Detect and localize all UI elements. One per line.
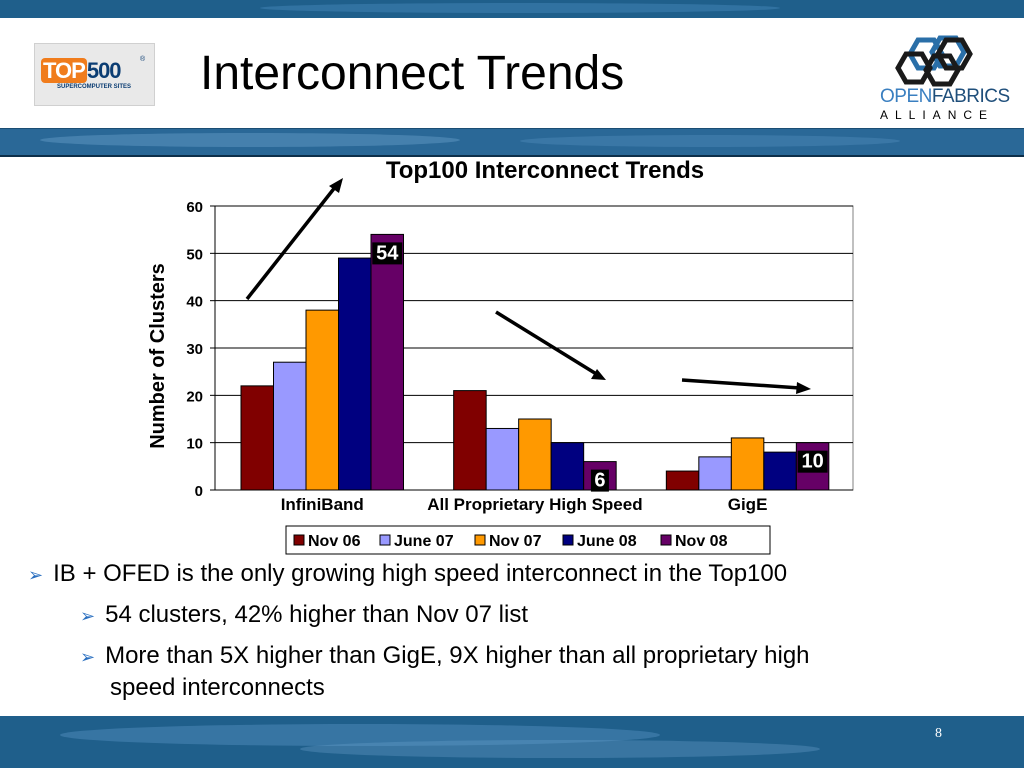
bullet-arrow-icon: ➢ xyxy=(28,565,44,585)
trend-arrowhead-up xyxy=(329,178,343,193)
data-label: 6 xyxy=(594,470,605,492)
chart-title: Top100 Interconnect Trends xyxy=(386,157,704,184)
y-tick-label: 0 xyxy=(195,483,203,500)
openfabrics-hexagons-logo xyxy=(895,35,973,87)
bar xyxy=(665,470,700,491)
footer-band xyxy=(0,716,1024,768)
x-tick-label: GigE xyxy=(728,495,768,514)
legend-entry: June 07 xyxy=(394,533,454,550)
ofa-wordmark-fabrics: FABRICS xyxy=(931,86,1010,107)
y-tick-label: 60 xyxy=(186,199,203,216)
data-label-box xyxy=(797,450,828,473)
data-label-box xyxy=(372,242,403,265)
bar xyxy=(518,418,552,491)
header-band xyxy=(0,128,1024,157)
bullet-3-continued: speed interconnects xyxy=(110,674,325,702)
legend-entry: Nov 08 xyxy=(675,533,728,550)
bullet-3-text: More than 5X higher than GigE, 9X higher… xyxy=(105,642,810,669)
bar xyxy=(730,437,765,491)
y-tick-label: 10 xyxy=(186,436,203,453)
y-tick-label: 20 xyxy=(186,388,203,405)
legend-box xyxy=(285,525,771,555)
bullet-arrow-icon: ➢ xyxy=(80,606,96,626)
bar xyxy=(485,427,520,491)
bar xyxy=(273,361,307,491)
bar xyxy=(240,385,274,491)
bar xyxy=(550,442,585,491)
top500-logo-b: 500 xyxy=(86,58,122,83)
trend-arrow-up xyxy=(245,184,338,301)
bar xyxy=(698,456,732,491)
top500-logo-sub: SUPERCOMPUTER SITES xyxy=(57,84,132,90)
legend-swatch xyxy=(562,534,574,546)
top500-logo: TOP500 ® SUPERCOMPUTER SITES xyxy=(34,43,155,106)
legend-swatch xyxy=(660,534,672,546)
bar xyxy=(453,390,487,491)
bullet-arrow-icon: ➢ xyxy=(80,647,96,667)
bullet-1-text: IB + OFED is the only growing high speed… xyxy=(53,560,788,587)
legend-entry: June 08 xyxy=(577,533,637,550)
top500-logo-a: TOP xyxy=(41,58,87,83)
bullet-3-text-continued: speed interconnects xyxy=(110,674,325,701)
chart-legend: Nov 06 June 07 Nov 07 June 08 Nov 08 xyxy=(285,525,771,555)
trend-arrows xyxy=(245,178,811,394)
bullet-2: ➢ 54 clusters, 42% higher than Nov 07 lis… xyxy=(80,601,528,629)
data-label: 10 xyxy=(801,451,823,473)
ofa-wordmark-open: OPEN xyxy=(880,86,932,107)
y-tick-label: 40 xyxy=(186,294,203,311)
page-number: 8 xyxy=(935,726,942,741)
x-tick-label: InfiniBand xyxy=(281,495,364,514)
bar xyxy=(370,233,404,491)
top-banner xyxy=(0,0,1024,18)
legend-entry: Nov 07 xyxy=(489,533,542,550)
legend-swatch xyxy=(474,534,486,546)
bar xyxy=(338,257,372,491)
legend-swatch xyxy=(293,534,305,546)
x-tick-label: All Proprietary High Speed xyxy=(427,495,642,514)
bullet-2-text: 54 clusters, 42% higher than Nov 07 list xyxy=(105,601,528,628)
y-tick-label: 30 xyxy=(186,341,203,358)
y-tick-label: 50 xyxy=(186,246,203,263)
ofa-wordmark: OPENFABRICS xyxy=(880,86,1010,108)
legend-entry: Nov 06 xyxy=(308,533,361,550)
data-label-box xyxy=(590,469,609,492)
data-label: 54 xyxy=(376,242,399,264)
bar xyxy=(763,451,797,491)
trend-arrow-flat xyxy=(681,378,801,390)
trend-arrow-down xyxy=(495,310,599,377)
top500-logo-reg: ® xyxy=(140,56,146,63)
ofa-alliance: ALLIANCE xyxy=(880,108,995,122)
bar xyxy=(305,309,339,491)
bullet-3: ➢ More than 5X higher than GigE, 9X highe… xyxy=(80,642,810,670)
legend-swatch xyxy=(379,534,391,546)
bar-chart: Top100 Interconnect Trends Number of Clu… xyxy=(147,157,854,555)
bullet-1: ➢ IB + OFED is the only growing high spee… xyxy=(28,560,787,588)
slide-title: Interconnect Trends xyxy=(200,47,625,100)
trend-arrowhead-flat xyxy=(796,382,811,394)
y-axis-label: Number of Clusters xyxy=(147,263,169,449)
trend-arrowhead-down xyxy=(591,369,606,380)
